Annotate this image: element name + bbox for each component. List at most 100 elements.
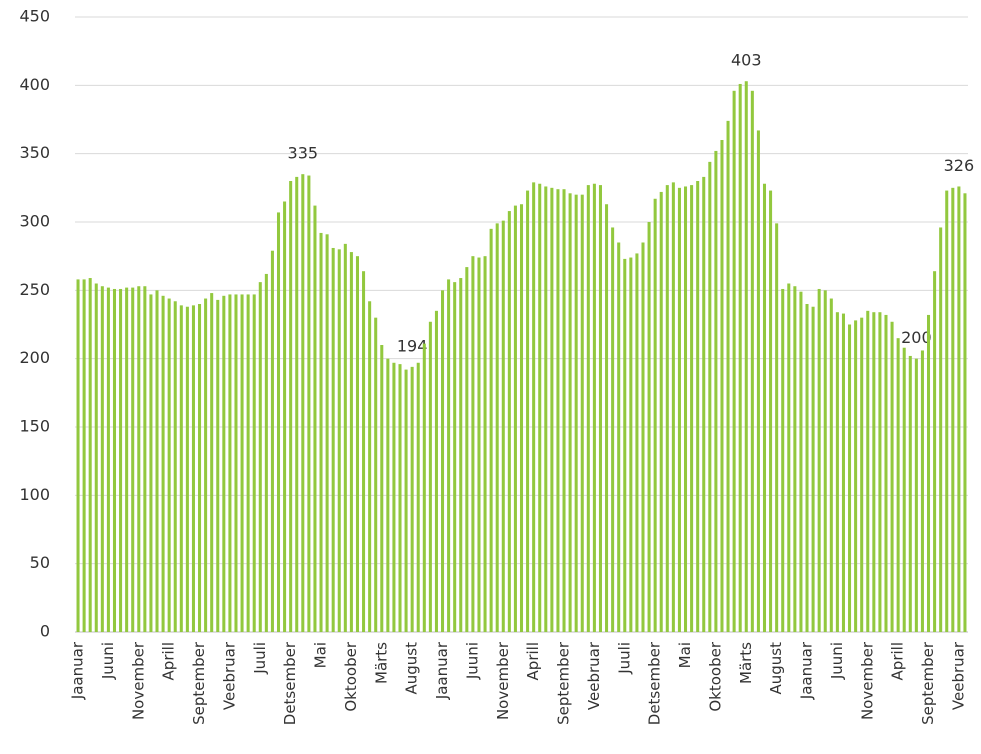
x-tick-label: Märts — [737, 642, 755, 684]
bar — [301, 174, 305, 632]
bar — [714, 150, 718, 632]
bar — [677, 187, 681, 633]
bar — [198, 304, 202, 632]
bar — [574, 194, 578, 632]
bar — [896, 338, 900, 632]
bar — [732, 90, 736, 633]
bar — [325, 234, 329, 633]
bar — [696, 181, 700, 632]
bar — [890, 321, 894, 632]
bar — [744, 81, 748, 632]
bar — [963, 193, 967, 633]
bar — [258, 282, 262, 632]
bar — [781, 288, 785, 632]
y-tick-label: 200 — [19, 348, 50, 367]
bar — [173, 301, 177, 632]
x-tick-label: Jaanuar — [69, 641, 87, 700]
x-tick-label: Detsember — [646, 641, 664, 725]
data-label: 403 — [731, 51, 762, 70]
bar — [404, 369, 408, 632]
x-tick-label: Juuli — [615, 642, 633, 675]
y-tick-label: 300 — [19, 212, 50, 231]
x-tick-label: September — [919, 641, 937, 725]
x-tick-label: August — [767, 642, 785, 695]
bar — [592, 183, 596, 632]
bar — [860, 317, 864, 632]
bar — [811, 306, 815, 632]
bar — [720, 140, 724, 632]
bar — [756, 130, 760, 632]
bar — [386, 358, 390, 632]
bar — [532, 182, 536, 632]
bar — [562, 189, 566, 632]
bar — [823, 290, 827, 632]
bar — [337, 249, 341, 633]
data-label: 200 — [901, 328, 932, 347]
bar — [167, 298, 171, 632]
y-tick-label: 150 — [19, 417, 50, 436]
bar — [617, 242, 621, 632]
bar — [605, 204, 609, 632]
bar — [914, 358, 918, 632]
bar — [216, 299, 220, 632]
bar — [471, 256, 475, 632]
bar — [951, 187, 955, 633]
bar — [841, 313, 845, 632]
bar — [106, 287, 110, 632]
bar — [495, 223, 499, 632]
bar — [295, 176, 299, 632]
bar — [319, 232, 323, 632]
x-tick-label: September — [190, 641, 208, 725]
x-tick-label: Juuni — [99, 642, 117, 680]
bar — [538, 183, 542, 632]
bar — [392, 362, 396, 632]
bar — [550, 187, 554, 633]
bar — [374, 317, 378, 632]
bar — [331, 247, 335, 632]
bar — [368, 301, 372, 632]
bar — [586, 185, 590, 632]
bar — [416, 362, 420, 632]
bar — [805, 304, 809, 632]
bar — [465, 267, 469, 632]
bar — [726, 120, 730, 632]
bar — [526, 190, 530, 633]
bar — [489, 228, 493, 633]
x-tick-label: Detsember — [281, 641, 299, 725]
bar — [289, 181, 293, 632]
bar — [234, 294, 238, 632]
bar — [94, 283, 98, 632]
bar — [119, 288, 123, 632]
bar — [665, 185, 669, 632]
y-tick-label: 400 — [19, 75, 50, 94]
bar — [428, 321, 432, 632]
bar — [185, 306, 189, 632]
bar — [750, 90, 754, 633]
bar — [355, 256, 359, 632]
bar — [690, 185, 694, 632]
x-tick-label: November — [494, 641, 512, 720]
x-tick-label: Jaanuar — [798, 641, 816, 700]
bar — [131, 287, 135, 632]
bar — [799, 291, 803, 632]
bar — [878, 312, 882, 632]
bar — [775, 223, 779, 632]
bar — [556, 189, 560, 632]
bar — [762, 183, 767, 632]
bar — [702, 176, 706, 632]
x-tick-label: Oktoober — [706, 641, 724, 711]
bar — [112, 288, 117, 632]
x-tick-label: September — [555, 641, 573, 725]
bar — [447, 279, 451, 632]
bar — [854, 320, 858, 632]
y-tick-label: 0 — [40, 622, 50, 641]
bar — [580, 194, 584, 632]
bar — [179, 305, 183, 632]
y-tick-label: 450 — [19, 7, 50, 26]
bar — [933, 271, 937, 632]
bar — [343, 243, 347, 632]
bar — [422, 343, 426, 632]
x-tick-label: Mai — [312, 642, 330, 668]
bar — [240, 294, 244, 632]
